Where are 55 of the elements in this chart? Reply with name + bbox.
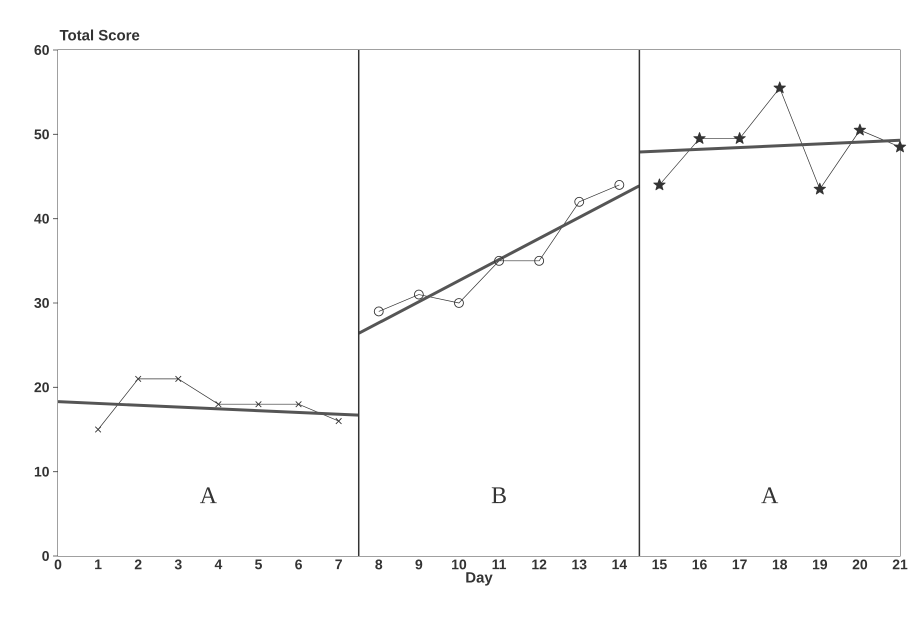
- x-tick-label: 19: [812, 560, 828, 570]
- point: [255, 400, 262, 408]
- x-tick-label: 6: [295, 560, 302, 570]
- point: [814, 182, 826, 194]
- x-tick-label: 13: [572, 560, 586, 570]
- x-tick-label: 18: [772, 560, 788, 570]
- x-tick-label: 11: [492, 560, 506, 570]
- x-tick-label: 9: [415, 560, 422, 570]
- point: [175, 376, 182, 382]
- x-tick-label: 17: [732, 560, 747, 570]
- x-tick-label: 4: [214, 560, 222, 570]
- x-tick-label: 5: [255, 560, 262, 570]
- point: [215, 400, 222, 408]
- point: [335, 418, 342, 424]
- point: [574, 196, 584, 207]
- x-tick-label: 20: [852, 560, 868, 570]
- band-label: A: [200, 487, 217, 504]
- x-tick-label: 7: [335, 560, 342, 570]
- point: [454, 298, 464, 308]
- point: [854, 124, 866, 136]
- y-tick-label: 60: [34, 45, 49, 55]
- y-tick-label: 0: [42, 551, 49, 561]
- y-tick-label: 10: [34, 466, 49, 477]
- point: [295, 400, 302, 408]
- y-tick-label: 40: [34, 214, 49, 224]
- x-tick-label: 0: [54, 560, 62, 570]
- point: [894, 140, 906, 152]
- y-tick-label: 50: [34, 129, 49, 140]
- point: [733, 132, 746, 144]
- y-tick-label: 30: [34, 298, 49, 308]
- point: [494, 256, 504, 266]
- point: [774, 82, 786, 94]
- band-label: A: [761, 487, 778, 504]
- band-label: B: [492, 487, 506, 504]
- x-tick-label: 14: [612, 560, 628, 570]
- point: [653, 178, 666, 190]
- point: [693, 132, 706, 144]
- x-tick-label: 21: [892, 560, 908, 570]
- x-tick-label: 3: [174, 560, 182, 570]
- x-tick-label: 10: [452, 560, 466, 570]
- point: [614, 180, 624, 190]
- point: [134, 376, 142, 382]
- point: [374, 306, 384, 316]
- x-tick-label: 2: [134, 560, 142, 570]
- point: [94, 426, 102, 433]
- y-axis-title: Total Score: [60, 30, 140, 40]
- x-axis-title: Day: [466, 572, 493, 586]
- x-tick-label: 8: [375, 560, 382, 570]
- point: [414, 290, 424, 300]
- x-tick-label: 12: [532, 560, 546, 570]
- point: [534, 256, 544, 266]
- x-tick-label: 15: [652, 560, 667, 570]
- x-tick-label: 1: [95, 560, 102, 570]
- x-tick-label: 16: [692, 560, 707, 570]
- y-tick-label: 20: [34, 382, 49, 392]
